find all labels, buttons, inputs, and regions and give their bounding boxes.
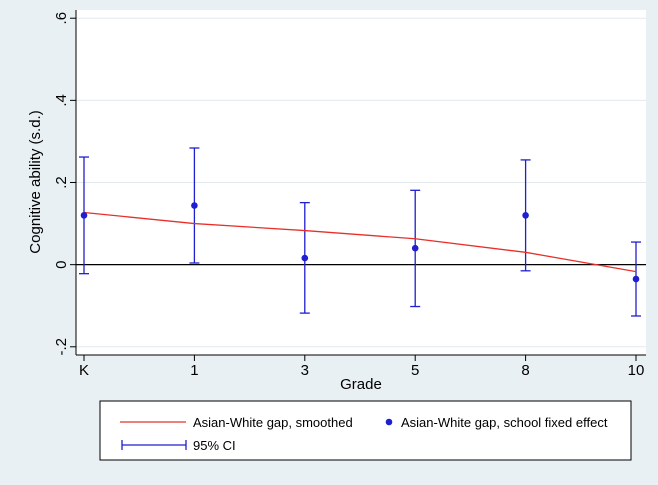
y-tick-label: .4 [53,94,70,107]
x-tick-label: 8 [521,362,529,379]
y-axis-label: Cognitive ability (s.d.) [27,110,44,253]
legend-box [99,400,632,461]
x-axis-label: Grade [340,376,382,393]
x-tick-label: 3 [301,362,309,379]
y-tick-label: -.2 [53,338,70,356]
fixed-effect-point [411,244,419,252]
fixed-effect-point [80,212,88,219]
legend-label-ci: 95% CI [193,438,236,453]
smoothed-gap-line [83,211,637,273]
x-tick-label: 5 [411,362,419,379]
fixed-effect-point [191,202,198,209]
y-tick-label: 0 [53,260,70,268]
series-layer [79,147,641,317]
y-tick-label: .6 [53,12,70,25]
x-tick-label: 1 [190,362,198,379]
fixed-effect-point [301,254,309,262]
legend-point-swatch [385,418,393,426]
fixed-effect-point [632,275,640,283]
legend-label-fixed-effect: Asian-White gap, school fixed effect [401,415,608,430]
x-tick-label: K [79,362,89,379]
legend: Asian-White gap, smoothed Asian-White ga… [99,400,632,461]
fixed-effect-point [522,212,529,219]
y-tick-label: .2 [53,176,70,189]
tick-label-layer: -.2 0 .2 .4 .6 K 1 3 5 8 10 [53,12,644,379]
legend-label-smoothed: Asian-White gap, smoothed [193,415,353,430]
x-tick-label: 10 [628,362,645,379]
